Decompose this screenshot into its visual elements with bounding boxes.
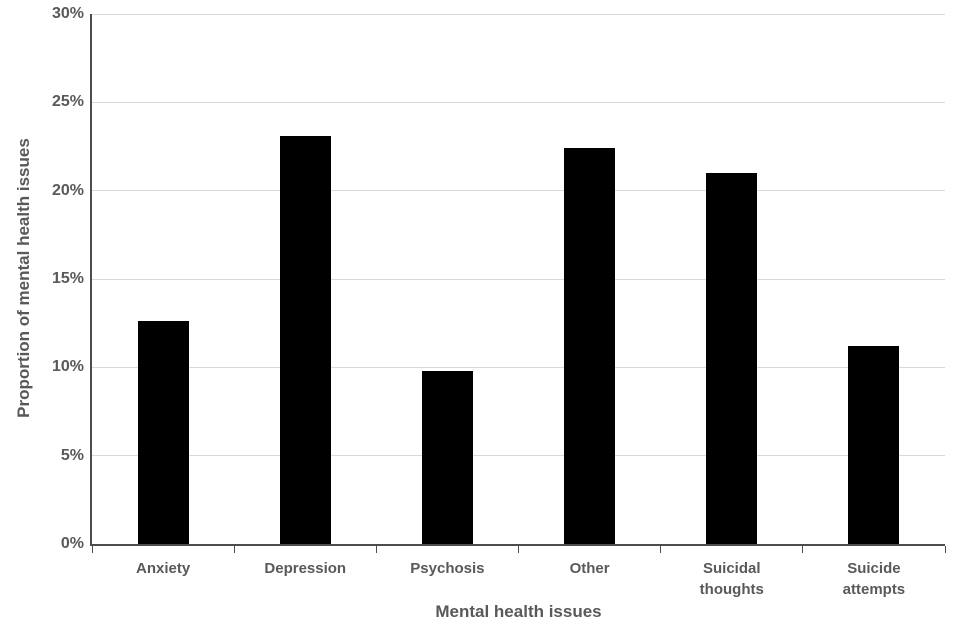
- bar-psychosis: [421, 370, 473, 544]
- bar-suicidal-thoughts: [706, 173, 758, 544]
- x-tick-mark-6: [944, 546, 946, 553]
- x-category-label-other: Other: [569, 560, 610, 577]
- y-tick-label-10: 10%: [51, 358, 84, 376]
- x-tick-mark-5: [802, 546, 804, 553]
- x-category-label-anxiety: Anxiety: [135, 560, 191, 577]
- x-tick-mark-2: [375, 546, 377, 553]
- x-axis-title: Mental health issues: [435, 602, 602, 621]
- x-axis-line: [90, 544, 945, 546]
- gridline-15: [92, 278, 945, 280]
- gridline-25: [92, 101, 945, 103]
- x-category-label-depression: Depression: [264, 560, 347, 577]
- gridline-10: [92, 366, 945, 368]
- x-tick-mark-3: [518, 546, 519, 553]
- bar-depression: [279, 135, 331, 544]
- bar-other: [564, 148, 616, 544]
- gridline-5: [92, 455, 945, 457]
- x-tick-mark-0: [91, 546, 93, 553]
- bar-anxiety: [137, 321, 189, 544]
- y-tick-label-15: 15%: [51, 270, 84, 287]
- x-tick-mark-1: [233, 546, 235, 553]
- x-category-label-suicide-attempts: Suicide attempts: [842, 560, 906, 598]
- y-axis-title: Proportion of mental health issues: [14, 138, 33, 418]
- y-tick-label-30: 30%: [51, 5, 84, 22]
- y-axis-line: [90, 14, 92, 546]
- gridline-30: [92, 13, 945, 15]
- x-category-label-psychosis: Psychosis: [410, 560, 485, 577]
- y-tick-label-5: 5%: [60, 446, 84, 464]
- x-category-label-suicidal-thoughts: Suicidal thoughts: [699, 560, 764, 598]
- x-tick-mark-4: [660, 546, 662, 553]
- y-tick-label-25: 25%: [51, 93, 84, 111]
- bar-suicide-attempts: [848, 346, 900, 544]
- gridline-20: [92, 190, 945, 192]
- y-tick-label-0: 0%: [60, 535, 84, 552]
- y-tick-label-20: 20%: [51, 181, 84, 199]
